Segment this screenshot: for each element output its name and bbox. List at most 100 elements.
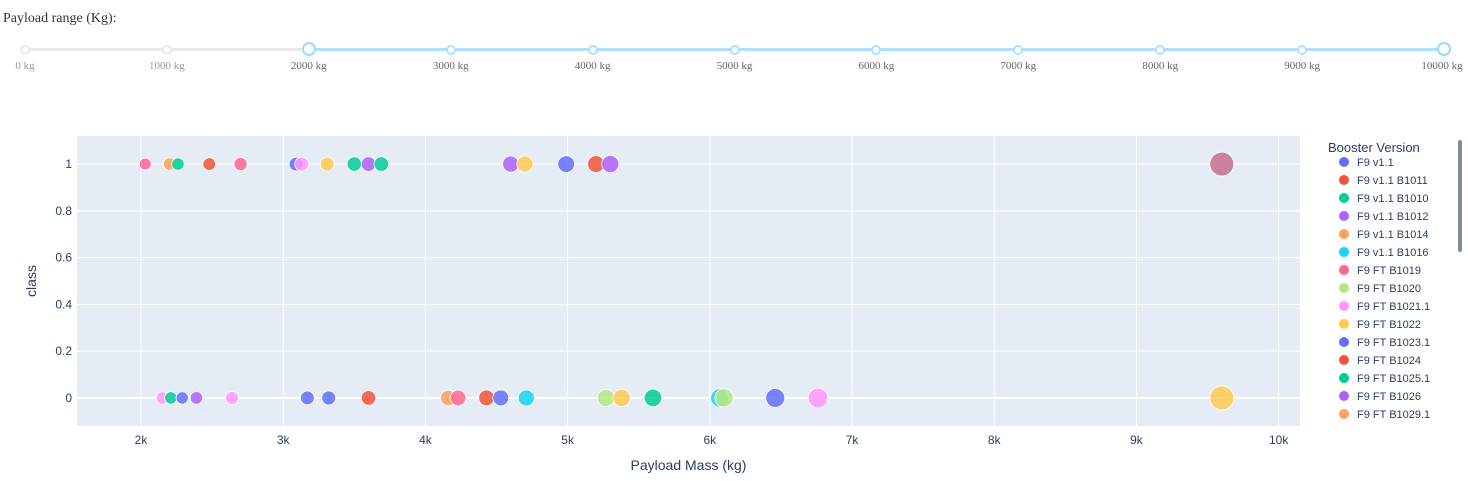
slider-mark-label[interactable]: 10000 kg bbox=[1421, 60, 1463, 72]
legend-scrollbar[interactable] bbox=[1458, 140, 1462, 252]
legend-marker bbox=[1339, 157, 1349, 167]
slider-handle-min[interactable] bbox=[301, 42, 316, 56]
data-point[interactable] bbox=[300, 390, 315, 406]
slider-mark-label[interactable]: 3000 kg bbox=[432, 60, 469, 72]
data-point[interactable] bbox=[138, 157, 152, 171]
legend-item[interactable]: F9 FT B1022 bbox=[1339, 319, 1421, 331]
slider-dot[interactable] bbox=[587, 45, 598, 55]
data-point[interactable] bbox=[478, 389, 495, 407]
data-point[interactable] bbox=[319, 156, 335, 172]
legend-item[interactable]: F9 FT B1020 bbox=[1339, 283, 1421, 295]
legend-marker bbox=[1339, 355, 1349, 365]
x-tick-label: 5k bbox=[561, 433, 575, 447]
slider-mark-label[interactable]: 0 kg bbox=[15, 60, 35, 72]
legend[interactable]: Booster Version F9 v1.1 F9 v1.1 B1011 F9 v… bbox=[1328, 140, 1430, 421]
y-tick-label: 0.8 bbox=[55, 204, 72, 218]
legend-label: F9 FT B1022 bbox=[1357, 319, 1421, 331]
slider-mark-label[interactable]: 9000 kg bbox=[1284, 60, 1320, 72]
slider-mark-label[interactable]: 1000 kg bbox=[149, 60, 185, 72]
data-point[interactable] bbox=[1209, 385, 1235, 411]
data-point[interactable] bbox=[714, 388, 734, 408]
legend-item[interactable]: F9 v1.1 B1011 bbox=[1339, 175, 1428, 187]
legend-label: F9 FT B1020 bbox=[1357, 283, 1421, 295]
y-tick-label: 0.2 bbox=[55, 344, 72, 358]
data-point[interactable] bbox=[517, 389, 535, 407]
legend-item[interactable]: F9 FT B1025.1 bbox=[1339, 373, 1430, 385]
data-point[interactable] bbox=[557, 155, 575, 173]
slider-mark-label[interactable]: 2000 kg bbox=[290, 60, 327, 72]
plot-area[interactable] bbox=[77, 136, 1300, 426]
legend-marker bbox=[1339, 319, 1349, 329]
data-point[interactable] bbox=[233, 157, 248, 172]
legend-title: Booster Version bbox=[1328, 140, 1420, 155]
y-tick-label: 1 bbox=[65, 157, 72, 171]
data-point[interactable] bbox=[597, 388, 616, 407]
data-point[interactable] bbox=[189, 391, 204, 405]
y-tick-label: 0 bbox=[65, 391, 72, 405]
legend-marker bbox=[1339, 211, 1349, 221]
x-tick-label: 8k bbox=[988, 433, 1002, 447]
data-point[interactable] bbox=[346, 156, 362, 172]
slider-mark-label[interactable]: 4000 kg bbox=[574, 60, 611, 72]
legend-item[interactable]: F9 FT B1024 bbox=[1339, 355, 1421, 367]
data-point[interactable] bbox=[807, 387, 829, 409]
data-point[interactable] bbox=[225, 391, 239, 405]
slider-dot[interactable] bbox=[1013, 45, 1024, 55]
legend-label: F9 FT B1023.1 bbox=[1357, 337, 1430, 349]
slider-mark-label[interactable]: 6000 kg bbox=[858, 60, 895, 72]
data-point[interactable] bbox=[612, 388, 631, 408]
legend-item[interactable]: F9 FT B1021.1 bbox=[1339, 301, 1430, 313]
data-point[interactable] bbox=[643, 388, 663, 408]
legend-item[interactable]: F9 FT B1026 bbox=[1339, 391, 1421, 403]
data-point[interactable] bbox=[175, 391, 189, 405]
legend-label: F9 FT B1026 bbox=[1357, 391, 1421, 403]
data-point[interactable] bbox=[601, 155, 620, 174]
legend-marker bbox=[1339, 409, 1349, 419]
data-point[interactable] bbox=[321, 390, 337, 406]
slider-dot[interactable] bbox=[1297, 45, 1308, 55]
legend-item[interactable]: F9 FT B1019 bbox=[1339, 265, 1421, 277]
data-point[interactable] bbox=[516, 155, 534, 173]
y-axis-ticks: 0 0.2 0.4 0.6 0.8 1 bbox=[55, 157, 72, 405]
x-axis-ticks: 2k 3k 4k 5k 6k 7k 8k 9k 10k bbox=[135, 433, 1290, 447]
y-tick-label: 0.6 bbox=[55, 251, 72, 265]
data-point[interactable] bbox=[492, 389, 510, 407]
data-point[interactable] bbox=[202, 157, 217, 171]
legend-item[interactable]: F9 v1.1 bbox=[1339, 157, 1394, 169]
data-point[interactable] bbox=[294, 156, 309, 172]
data-point[interactable] bbox=[373, 156, 390, 172]
scatter-points bbox=[138, 151, 1235, 411]
legend-label: F9 v1.1 B1011 bbox=[1357, 175, 1428, 187]
slider-dot[interactable] bbox=[445, 45, 456, 55]
legend-marker bbox=[1339, 247, 1349, 257]
slider-dot[interactable] bbox=[161, 45, 172, 55]
legend-item[interactable]: F9 FT B1029.1 bbox=[1339, 409, 1430, 421]
payload-range-label: Payload range (Kg): bbox=[3, 11, 117, 26]
legend-marker bbox=[1339, 265, 1349, 275]
data-point[interactable] bbox=[1209, 151, 1235, 177]
legend-item[interactable]: F9 v1.1 B1012 bbox=[1339, 211, 1429, 223]
data-point[interactable] bbox=[765, 388, 786, 408]
legend-label: F9 FT B1021.1 bbox=[1357, 301, 1430, 313]
slider-mark-label[interactable]: 7000 kg bbox=[1000, 60, 1037, 72]
payload-range-slider[interactable]: 0 kg 1000 kg 2000 kg 3000 kg 4000 kg 5000 kg 6… bbox=[0, 38, 1468, 88]
data-point[interactable] bbox=[502, 155, 520, 173]
slider-dot[interactable] bbox=[1155, 45, 1166, 55]
data-point[interactable] bbox=[449, 389, 467, 407]
x-tick-label: 3k bbox=[277, 433, 291, 447]
slider-dot[interactable] bbox=[871, 45, 882, 55]
data-point[interactable] bbox=[171, 157, 185, 171]
slider-dot[interactable] bbox=[20, 45, 30, 55]
slider-mark-label[interactable]: 5000 kg bbox=[716, 60, 753, 72]
legend-item[interactable]: F9 v1.1 B1016 bbox=[1339, 247, 1429, 259]
slider-dot[interactable] bbox=[729, 45, 740, 55]
data-point[interactable] bbox=[164, 391, 178, 405]
legend-item[interactable]: F9 v1.1 B1014 bbox=[1339, 229, 1429, 241]
legend-item[interactable]: F9 v1.1 B1010 bbox=[1339, 193, 1429, 205]
success-payload-scatter-chart[interactable]: 2k 3k 4k 5k 6k 7k 8k 9k 10k 0 0.2 0.4 0.6 0.8 1 Paylo… bbox=[0, 120, 1468, 481]
data-point[interactable] bbox=[360, 390, 377, 406]
slider-handle-max[interactable] bbox=[1437, 42, 1451, 56]
y-tick-label: 0.4 bbox=[55, 297, 72, 311]
legend-item[interactable]: F9 FT B1023.1 bbox=[1339, 337, 1430, 349]
slider-mark-label[interactable]: 8000 kg bbox=[1142, 60, 1179, 72]
